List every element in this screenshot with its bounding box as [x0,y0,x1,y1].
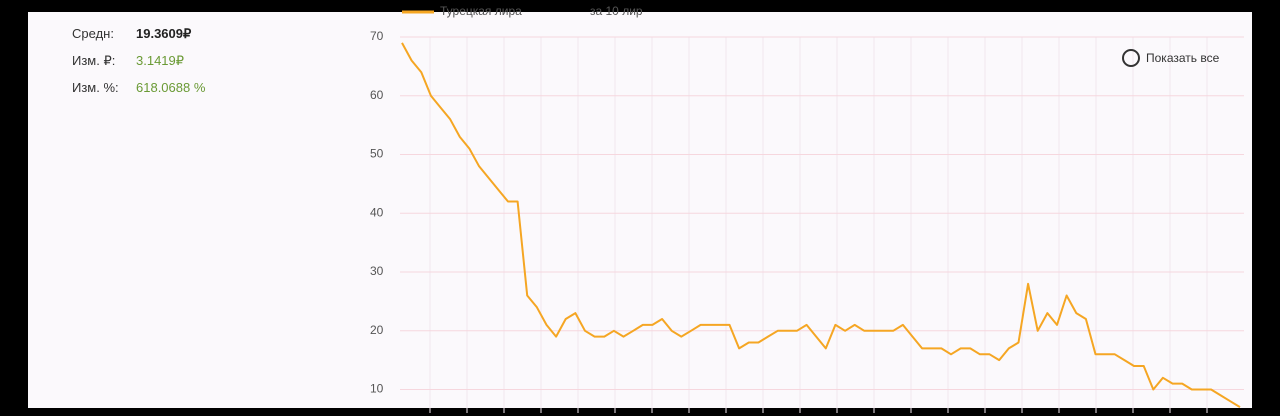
y-tick-label: 70 [370,29,384,43]
y-tick-label: 10 [370,382,384,396]
stat-value: 19.3609₽ [136,26,192,41]
stat-row: Средн: 19.3609₽ [72,26,205,53]
line [401,42,1241,408]
chart-subtitle: за 10 лир [590,4,643,18]
y-tick-label: 20 [370,323,384,337]
y-tick-label: 50 [370,147,384,161]
stat-row: Изм. ₽: 3.1419₽ [72,53,205,80]
stat-label: Средн: [72,26,114,41]
y-tick-label: 40 [370,205,384,219]
stat-value: 3.1419₽ [136,53,185,68]
legend-label: Турецкая лира [440,4,522,18]
stat-value: 618.0688 % [136,80,206,95]
stats: Средн: 19.3609₽ Изм. ₽: 3.1419₽ Изм. %: 618… [72,26,205,107]
zoom-button[interactable]: Показать все [1122,49,1219,67]
y-tick-label: 30 [370,264,384,278]
stat-label: Изм. ₽: [72,53,116,68]
panel [28,12,1252,408]
y-tick-label: 60 [370,88,384,102]
stat-label: Изм. %: [72,80,119,95]
zoom-label: Показать все [1146,51,1220,65]
zoom-icon [1122,49,1140,67]
stat-row: Изм. %: 618.0688 % [72,80,205,107]
